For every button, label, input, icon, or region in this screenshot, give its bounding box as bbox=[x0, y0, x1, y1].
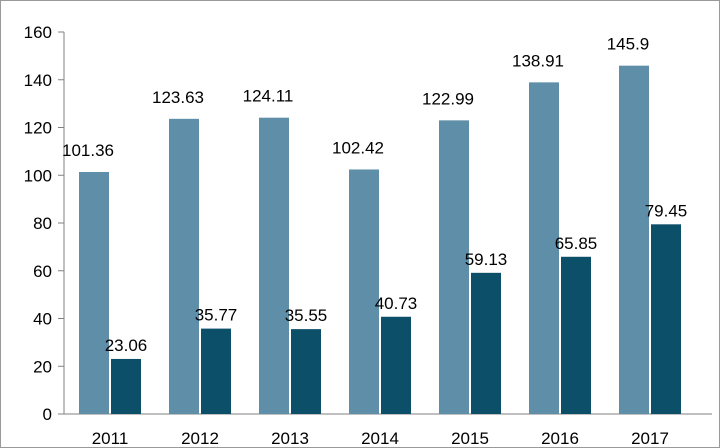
bar-series1-2012 bbox=[169, 118, 199, 414]
bar-series1-2015 bbox=[439, 120, 469, 414]
bar-series2-2014 bbox=[381, 316, 411, 414]
x-tick-label: 2014 bbox=[361, 429, 399, 448]
x-tick-label: 2015 bbox=[451, 429, 489, 448]
bar-series1-2011 bbox=[79, 172, 109, 414]
x-tick-label: 2012 bbox=[181, 429, 219, 448]
data-label-series1-2012: 123.63 bbox=[152, 88, 204, 107]
x-tick-label: 2011 bbox=[92, 429, 129, 448]
data-label-series1-2013: 124.11 bbox=[243, 87, 294, 106]
y-axis-ticks: 0 20 40 60 80 100 120 140 160 bbox=[24, 23, 64, 424]
y-tick-label: 20 bbox=[33, 357, 52, 376]
bar-series2-2015 bbox=[471, 272, 501, 414]
bar-series2-2017 bbox=[651, 224, 681, 414]
x-tick-label: 2016 bbox=[541, 429, 579, 448]
data-label-series1-2011: 101.36 bbox=[62, 141, 114, 160]
x-tick-label: 2013 bbox=[271, 429, 309, 448]
data-label-series1-2014: 102.42 bbox=[332, 138, 384, 157]
data-label-series2-2016: 65.85 bbox=[555, 234, 598, 253]
y-tick-label: 160 bbox=[24, 23, 52, 42]
data-label-series2-2011: 23.06 bbox=[105, 336, 148, 355]
data-label-series2-2013: 35.55 bbox=[285, 306, 328, 325]
data-labels: 101.36 23.06 123.63 35.77 124.11 35.55 102.42 4… bbox=[62, 35, 687, 355]
data-label-series2-2017: 79.45 bbox=[645, 201, 688, 220]
x-tick-label: 2017 bbox=[631, 429, 669, 448]
y-tick-label: 120 bbox=[24, 119, 52, 138]
bar-series1-2013 bbox=[259, 117, 289, 414]
y-tick-label: 140 bbox=[24, 71, 52, 90]
bar-series2-2011 bbox=[111, 358, 141, 414]
bars bbox=[79, 65, 681, 415]
data-label-series1-2015: 122.99 bbox=[422, 89, 474, 108]
y-tick-label: 40 bbox=[33, 310, 52, 329]
bar-series2-2013 bbox=[291, 329, 321, 414]
y-tick-label: 60 bbox=[33, 262, 52, 281]
y-tick-label: 80 bbox=[33, 214, 52, 233]
x-axis-ticks: 2011 2012 2013 2014 2015 2016 2017 bbox=[92, 429, 669, 448]
bar-series1-2016 bbox=[529, 82, 559, 415]
data-label-series2-2012: 35.77 bbox=[195, 306, 238, 325]
bar-series2-2016 bbox=[561, 256, 591, 414]
data-label-series2-2014: 40.73 bbox=[375, 294, 418, 313]
data-label-series1-2016: 138.91 bbox=[512, 51, 564, 70]
bar-series1-2014 bbox=[349, 169, 379, 414]
bar-series2-2012 bbox=[201, 328, 231, 414]
bar-series1-2017 bbox=[619, 65, 649, 414]
data-label-series2-2015: 59.13 bbox=[465, 250, 508, 269]
y-tick-label: 0 bbox=[43, 405, 52, 424]
data-label-series1-2017: 145.9 bbox=[607, 35, 650, 54]
y-tick-label: 100 bbox=[24, 166, 52, 185]
